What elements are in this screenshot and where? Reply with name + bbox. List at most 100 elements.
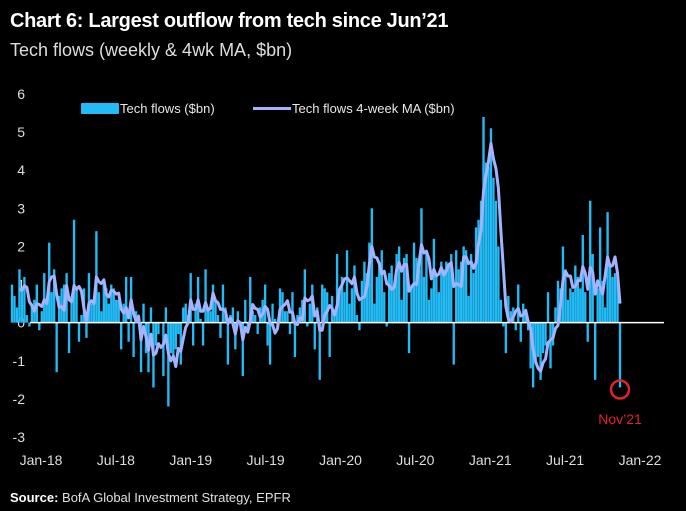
flow-bar (110, 284, 113, 323)
flow-bar (288, 322, 292, 335)
flow-bar (390, 265, 393, 323)
flow-bar (219, 322, 222, 338)
flow-bar (201, 322, 205, 346)
flow-bar (278, 288, 282, 323)
flow-bar (546, 292, 550, 323)
flow-bar (124, 276, 128, 323)
flow-bar (13, 295, 16, 323)
flow-bar (209, 311, 212, 323)
flow-bar (10, 284, 14, 323)
flow-bar (214, 299, 217, 323)
flow-bar (142, 303, 145, 323)
flow-bar (273, 318, 277, 323)
flow-bar (174, 322, 177, 350)
flow-bar (333, 315, 336, 323)
flow-bar (435, 276, 438, 323)
flow-bar (539, 322, 542, 380)
flow-bar (611, 276, 614, 323)
flow-bar (360, 280, 364, 323)
flow-bar (410, 284, 413, 323)
y-tick-label: 2 (17, 238, 25, 254)
flow-bar (117, 299, 120, 323)
y-tick-label: 4 (17, 162, 25, 178)
flow-bar (534, 322, 537, 361)
flow-bar (244, 299, 247, 323)
flow-bar (415, 257, 418, 323)
flow-bar (204, 269, 207, 323)
flow-bar (554, 307, 557, 323)
flow-bar (236, 311, 240, 323)
flow-bar (127, 322, 130, 342)
flow-bar (18, 269, 21, 323)
flow-bar (566, 299, 570, 323)
flow-bar (38, 322, 41, 331)
flow-bar (216, 315, 220, 323)
flow-bar (455, 250, 458, 323)
flow-bar (541, 322, 545, 354)
flow-bar (502, 322, 505, 327)
flow-bar (437, 292, 441, 323)
flow-bar (28, 322, 31, 327)
flow-bar (385, 322, 388, 327)
flow-bar (494, 200, 498, 323)
flow-bar (472, 273, 475, 323)
flow-bar (618, 322, 622, 388)
source-note: Source: BofA Global Investment Strategy,… (10, 490, 291, 505)
flow-bar (291, 292, 294, 323)
flow-bar (164, 307, 168, 323)
flow-bar (380, 250, 383, 323)
flow-bar (355, 315, 359, 323)
flow-bar (375, 276, 378, 323)
flow-bar (43, 273, 46, 323)
flow-bar (556, 280, 560, 323)
flow-bar (564, 269, 567, 323)
flow-bar (340, 276, 344, 323)
flow-bar (427, 299, 431, 323)
flow-bar (256, 322, 259, 335)
flow-bar (226, 322, 230, 365)
flow-bar (75, 288, 78, 323)
flow-bar (425, 250, 428, 323)
flow-bar (318, 322, 321, 380)
flow-bar (581, 235, 584, 323)
x-tick-label: Jan-19 (169, 452, 212, 468)
flow-bar (221, 284, 225, 323)
flow-bar (440, 261, 443, 323)
flow-bar (268, 322, 272, 365)
legend-label-ma: Tech flows 4-week MA ($bn) (292, 101, 455, 116)
flow-bar (529, 322, 532, 369)
flow-bar (15, 307, 19, 323)
flow-bar (283, 311, 287, 323)
flow-bar (608, 265, 612, 323)
flow-bar (591, 254, 594, 323)
flow-bar (400, 299, 403, 323)
flow-bar (373, 303, 376, 323)
flow-bar (477, 219, 480, 323)
flow-bar (509, 311, 512, 323)
flow-bar (603, 307, 607, 323)
flow-bar (462, 246, 465, 323)
flow-bar (596, 288, 599, 323)
flow-bar (308, 303, 311, 323)
legend-label-bars: Tech flows ($bn) (120, 101, 215, 116)
flow-bar (112, 288, 115, 323)
x-tick-label: Jul-19 (247, 452, 285, 468)
flow-bar (303, 269, 307, 323)
flow-bar (254, 315, 257, 323)
flow-bar (234, 322, 237, 350)
flow-bar (167, 322, 170, 407)
flow-bar (335, 254, 339, 323)
flow-bar (177, 322, 180, 335)
source-label: Source: (10, 490, 59, 505)
flow-bar (67, 322, 71, 354)
flow-bar (139, 322, 143, 373)
flow-bar (514, 322, 517, 331)
flow-bar (445, 261, 448, 323)
flow-bar (249, 276, 252, 323)
flow-bar (263, 284, 267, 323)
flow-bar (574, 265, 577, 323)
flow-bar (474, 227, 478, 323)
flow-bar (422, 276, 426, 323)
flow-bar (586, 322, 589, 342)
flow-bar (211, 284, 215, 323)
